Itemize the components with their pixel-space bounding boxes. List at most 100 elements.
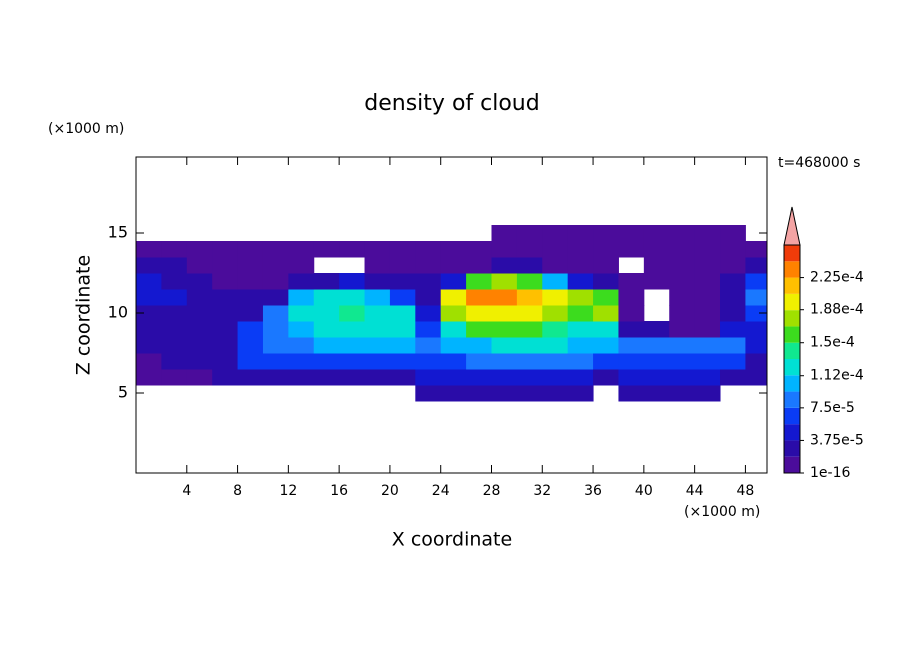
colorbar-band bbox=[784, 293, 800, 311]
field-cell bbox=[440, 257, 467, 274]
field-cell bbox=[694, 225, 721, 242]
plot-frame bbox=[135, 156, 768, 474]
field-cell bbox=[440, 241, 467, 258]
field-cell bbox=[618, 353, 645, 370]
colorbar-band bbox=[784, 245, 800, 262]
field-cell bbox=[415, 369, 442, 386]
field-cell bbox=[415, 273, 442, 290]
field-cell bbox=[567, 289, 594, 306]
field-cell bbox=[136, 353, 162, 370]
colorbar-band bbox=[784, 456, 800, 473]
field-cell bbox=[669, 369, 696, 386]
field-cell bbox=[618, 337, 645, 354]
field-cell bbox=[136, 337, 162, 354]
field-cell bbox=[313, 273, 340, 290]
field-cell bbox=[186, 241, 213, 258]
field-cell bbox=[694, 289, 721, 306]
field-cell bbox=[136, 289, 162, 306]
field-cell bbox=[440, 305, 467, 322]
field-cell bbox=[161, 353, 188, 370]
chart-title: density of cloud bbox=[364, 91, 539, 116]
colorbar-band bbox=[784, 407, 800, 425]
colorbar-tick-label: 1.12e-4 bbox=[810, 368, 864, 384]
colorbar-band bbox=[784, 342, 800, 359]
field-cell bbox=[186, 369, 213, 386]
field-cell bbox=[720, 305, 746, 322]
field-cell bbox=[186, 273, 213, 290]
field-cell bbox=[516, 257, 543, 274]
field-cell bbox=[643, 337, 670, 354]
colorbar-band bbox=[784, 424, 800, 441]
field-cell bbox=[415, 257, 442, 274]
field-cell bbox=[720, 321, 746, 338]
field-cell bbox=[694, 241, 721, 258]
field-cell bbox=[669, 353, 696, 370]
field-cell bbox=[440, 353, 467, 370]
field-cell bbox=[745, 273, 767, 290]
field-cell bbox=[136, 321, 162, 338]
time-label: t=468000 s bbox=[778, 155, 860, 171]
field-cell bbox=[389, 241, 416, 258]
x-tick-label: 16 bbox=[330, 483, 348, 499]
y-tick-label: 15 bbox=[108, 223, 128, 242]
field-cell bbox=[745, 321, 767, 338]
field-cell bbox=[466, 369, 492, 386]
field-cell bbox=[516, 337, 543, 354]
field-cell bbox=[720, 353, 746, 370]
field-cell bbox=[212, 273, 239, 290]
field-cell bbox=[364, 289, 391, 306]
field-cell bbox=[389, 369, 416, 386]
contour-field bbox=[136, 225, 767, 402]
field-cell bbox=[161, 321, 188, 338]
field-cell bbox=[237, 273, 264, 290]
field-cell bbox=[237, 305, 264, 322]
field-cell bbox=[186, 321, 213, 338]
field-cell bbox=[593, 241, 619, 258]
field-cell bbox=[262, 353, 289, 370]
field-cell bbox=[389, 273, 416, 290]
field-cell bbox=[415, 289, 442, 306]
colorbar-band bbox=[784, 440, 800, 457]
field-cell bbox=[542, 257, 569, 274]
field-cell bbox=[491, 305, 518, 322]
y-tick-label: 5 bbox=[118, 383, 128, 402]
field-cell bbox=[339, 353, 366, 370]
field-cell bbox=[593, 289, 619, 306]
field-cell bbox=[313, 369, 340, 386]
field-cell bbox=[720, 337, 746, 354]
field-cell bbox=[415, 385, 442, 402]
field-cell bbox=[542, 369, 569, 386]
field-cell bbox=[694, 321, 721, 338]
field-cell bbox=[339, 289, 366, 306]
field-cell bbox=[669, 385, 696, 402]
x-tick-label: 44 bbox=[686, 483, 704, 499]
colorbar-band bbox=[784, 326, 800, 343]
field-cell bbox=[593, 273, 619, 290]
field-cell bbox=[288, 273, 315, 290]
field-cell bbox=[237, 369, 264, 386]
field-cell bbox=[389, 337, 416, 354]
x-unit: (×1000 m) bbox=[684, 504, 760, 520]
field-cell bbox=[212, 305, 239, 322]
field-cell bbox=[466, 385, 492, 402]
field-cell bbox=[516, 225, 543, 242]
field-cell bbox=[136, 241, 162, 258]
field-cell bbox=[364, 241, 391, 258]
field-cell bbox=[516, 241, 543, 258]
x-tick-label: 24 bbox=[432, 483, 450, 499]
field-cell bbox=[567, 241, 594, 258]
field-cell bbox=[313, 337, 340, 354]
field-cell bbox=[313, 241, 340, 258]
field-cell bbox=[542, 273, 569, 290]
field-cell bbox=[491, 257, 518, 274]
field-cell bbox=[669, 289, 696, 306]
field-cell bbox=[593, 257, 619, 274]
field-cell bbox=[288, 257, 315, 274]
y-unit: (×1000 m) bbox=[48, 121, 124, 137]
field-cell bbox=[516, 273, 543, 290]
field-cell bbox=[440, 337, 467, 354]
field-cell bbox=[567, 257, 594, 274]
x-tick-label: 48 bbox=[737, 483, 755, 499]
field-cell bbox=[618, 369, 645, 386]
field-cell bbox=[618, 321, 645, 338]
